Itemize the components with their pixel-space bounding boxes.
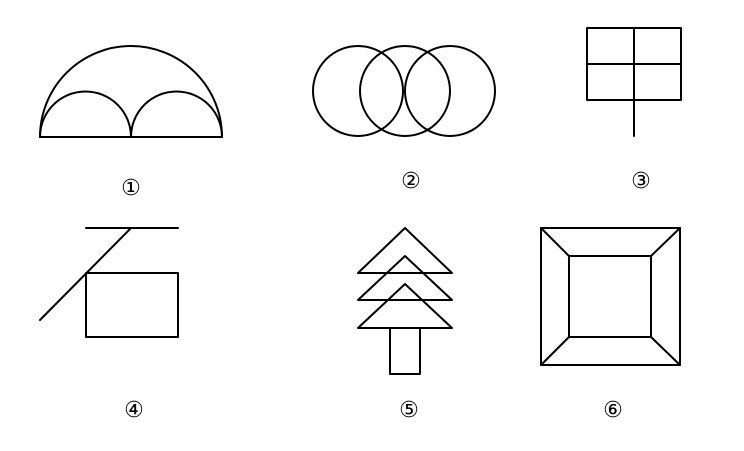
figure-5-drawing [357, 227, 453, 375]
figure-6-outer-square [540, 227, 681, 366]
figure-5-trunk [389, 327, 421, 375]
figure-5-triangle-top [357, 227, 453, 274]
figure-1-drawing [39, 45, 223, 138]
figure-3-drawing [586, 27, 682, 137]
figure-4-drawing [39, 227, 179, 338]
figure-2-circle-right [404, 45, 496, 137]
figure-6-diagonal-bottom-left [540, 336, 570, 366]
figure-2-circle-middle [359, 45, 451, 137]
figure-5-triangle-middle [357, 255, 453, 301]
figure-1-left-arc [39, 90, 132, 138]
figure-6-diagonal-top-left [540, 227, 570, 257]
figure-1-label: ① [121, 176, 141, 201]
figure-2-circle-left [312, 45, 404, 137]
figure-1-right-arc [130, 90, 223, 138]
figure-4-label: ④ [124, 398, 144, 423]
figure-5-label: ⑤ [399, 398, 419, 423]
figure-5-triangle-bottom [357, 283, 453, 329]
figure-4-box [85, 272, 179, 338]
figure-6-drawing [540, 227, 681, 366]
figure-6-label: ⑥ [603, 398, 623, 423]
figure-6-diagonal-top-right [650, 227, 681, 257]
figure-6-diagonal-bottom-right [650, 336, 681, 366]
figure-1-outer-arc [39, 45, 223, 138]
figure-2-label: ② [401, 169, 421, 194]
figure-3-label: ③ [631, 169, 651, 194]
figure-2-drawing [312, 45, 496, 137]
figure-6-inner-square [568, 255, 652, 338]
